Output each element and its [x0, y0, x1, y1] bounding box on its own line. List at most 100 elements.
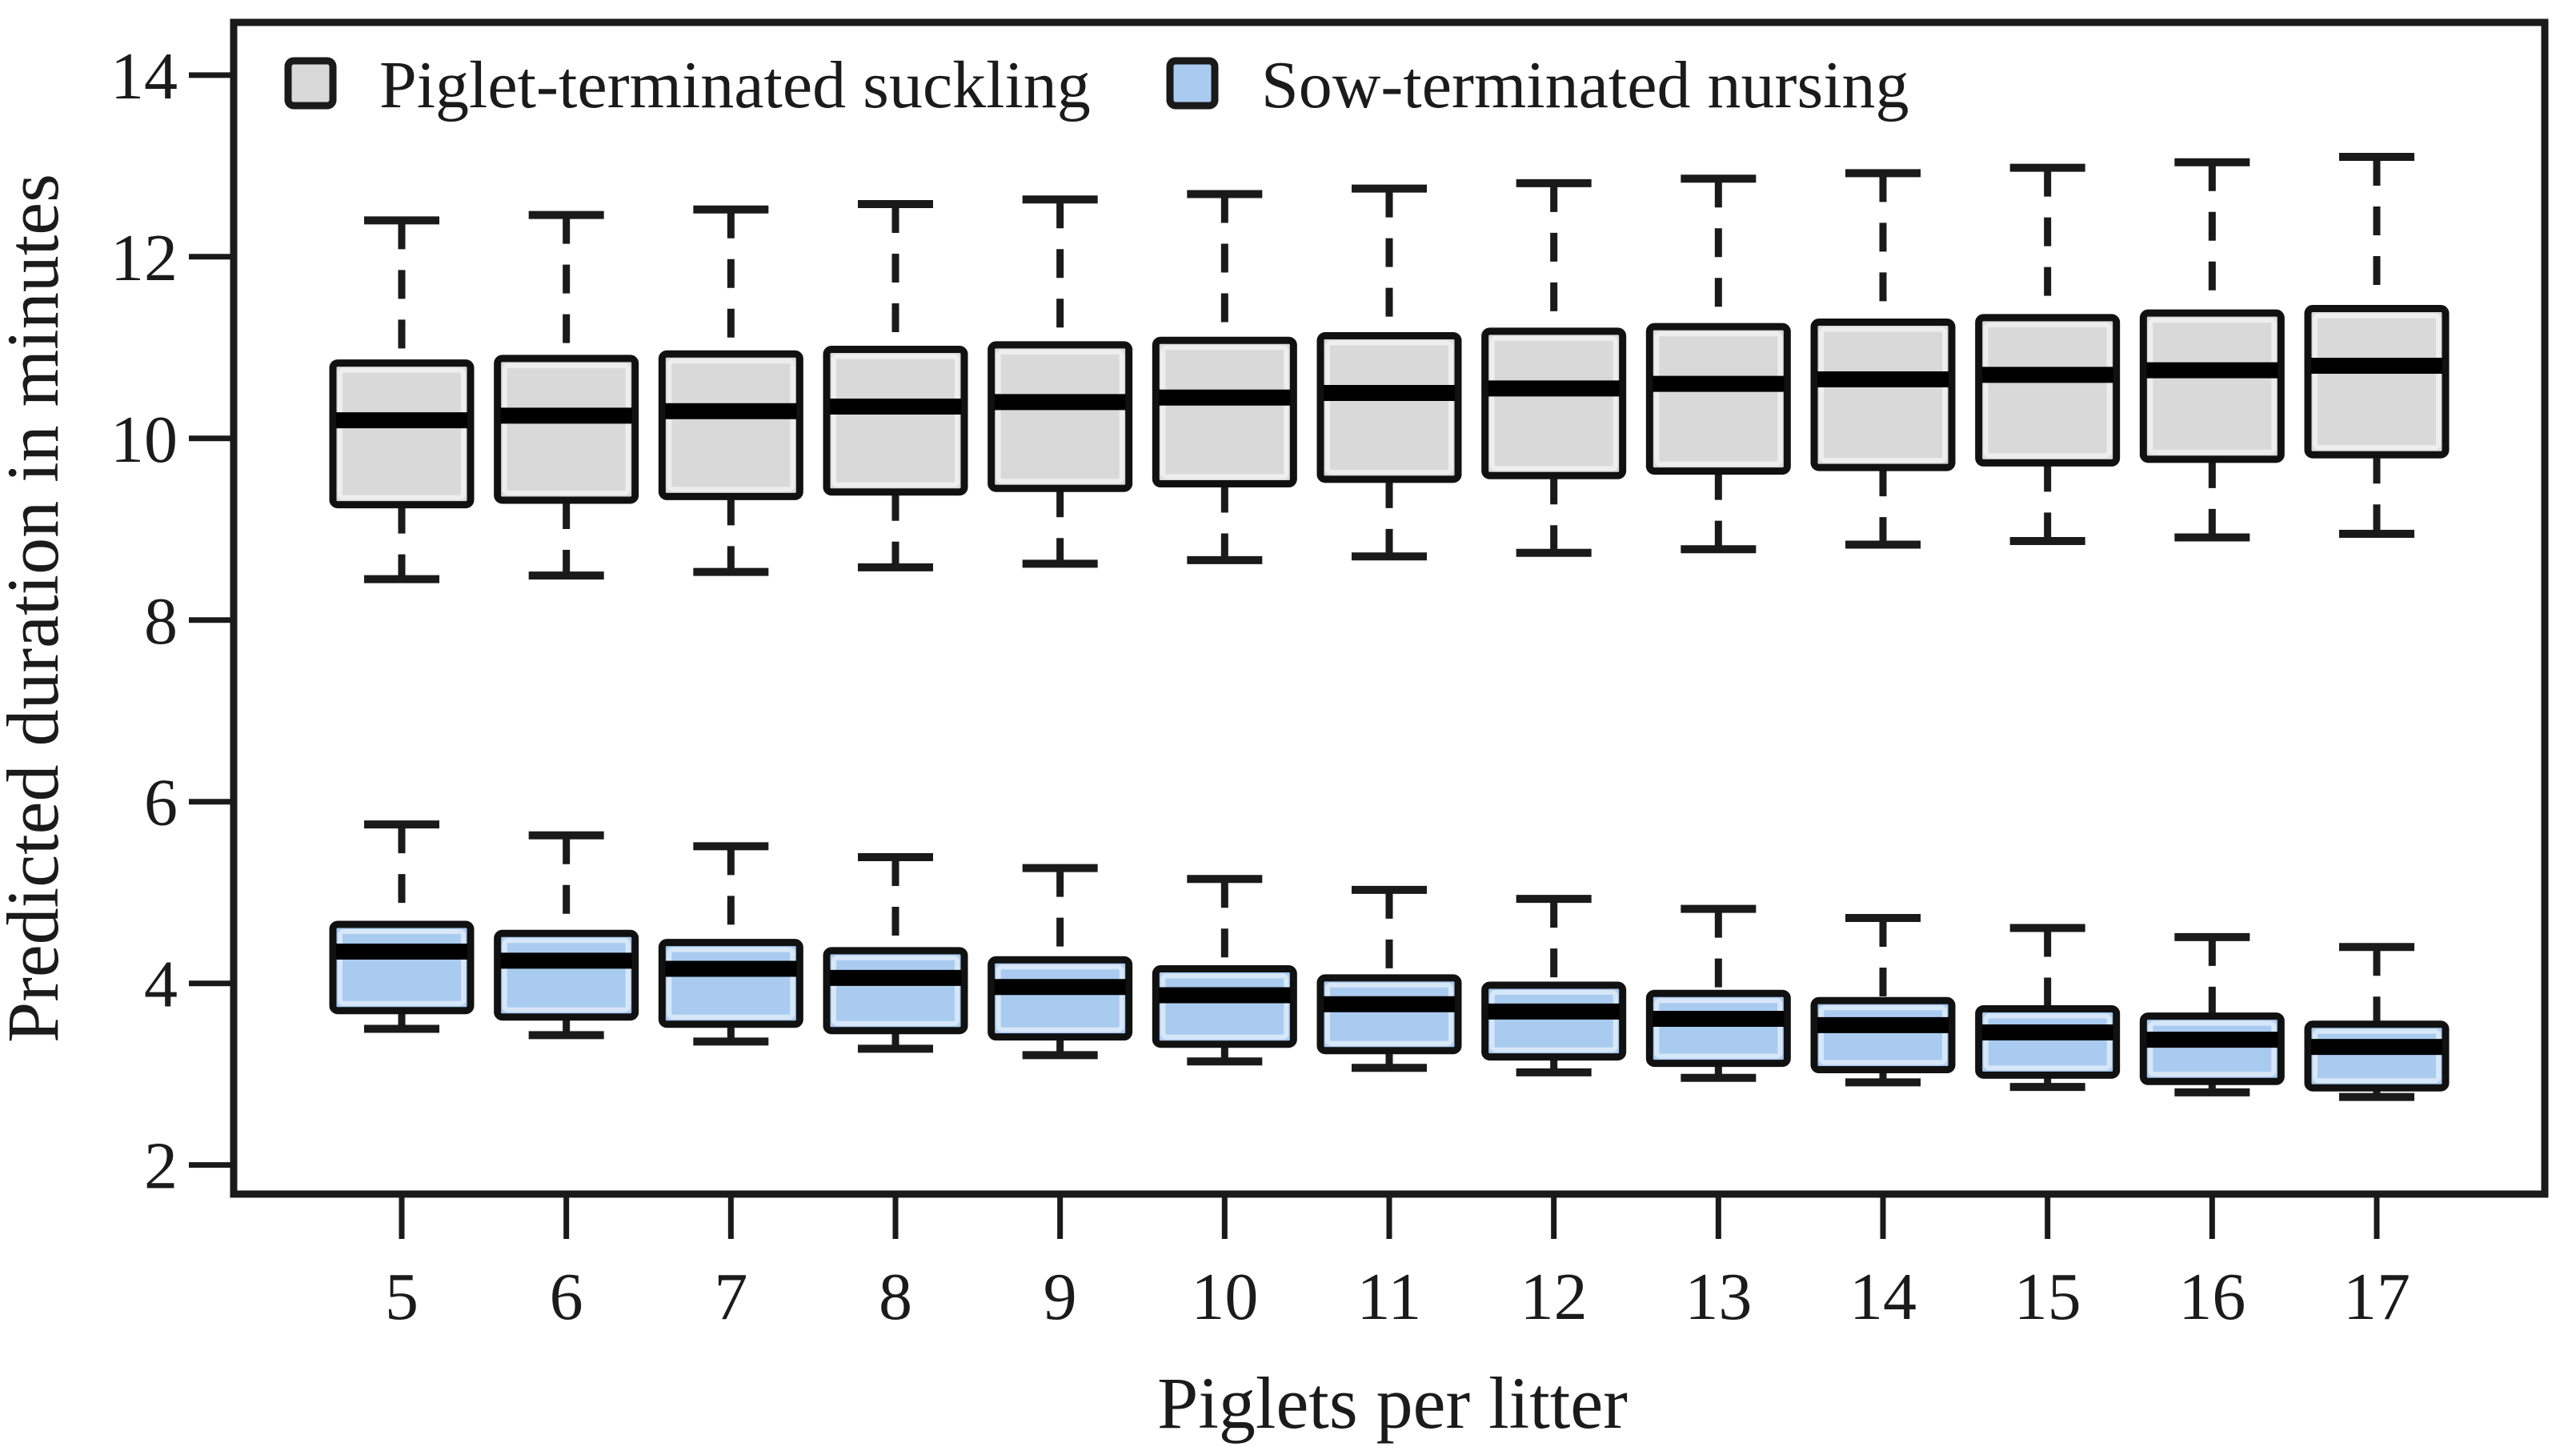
box-sow-terminated-litter-7 [658, 842, 803, 1046]
box-bevel [1160, 973, 1289, 1040]
box-bevel [338, 928, 466, 1006]
box-sow-terminated-litter-12 [1481, 895, 1627, 1076]
box-bevel [1983, 322, 2112, 459]
iqr-box [1152, 965, 1297, 1048]
box-piglet-terminated-litter-16 [2139, 158, 2285, 542]
y-tick-label: 4 [144, 948, 178, 1022]
y-tick-label: 6 [144, 766, 178, 840]
box-sow-terminated-litter-17 [2304, 943, 2450, 1101]
box-piglet-terminated-litter-7 [658, 205, 803, 576]
x-axis-title: Piglets per litter [1157, 1362, 1628, 1444]
box-piglet-terminated-litter-8 [823, 199, 968, 571]
iqr-box [823, 346, 968, 496]
box-sow-terminated-litter-14 [1810, 913, 1956, 1087]
x-tick-label: 7 [714, 1260, 747, 1334]
box-bevel [502, 363, 631, 495]
box-sow-terminated-litter-9 [988, 864, 1133, 1060]
iqr-box [1316, 332, 1462, 483]
box-sow-terminated-litter-13 [1645, 904, 1791, 1082]
x-tick-label: 5 [385, 1260, 419, 1334]
legend-label-sow-terminated: Sow-terminated nursing [1261, 48, 1909, 122]
iqr-box [2304, 304, 2450, 459]
x-tick-label: 13 [1685, 1260, 1752, 1334]
box-bevel [338, 367, 466, 500]
iqr-box [823, 947, 968, 1035]
iqr-box [1810, 996, 1956, 1074]
box-bevel [1489, 989, 1618, 1052]
box-bevel [667, 947, 795, 1020]
box-piglet-terminated-litter-10 [1152, 190, 1297, 564]
box-piglet-terminated-litter-5 [329, 216, 475, 583]
y-tick-label: 10 [110, 403, 178, 477]
x-axis-ticks: 5 6 7 8 9 10 11 12 13 14 15 16 17 [385, 1194, 2410, 1334]
iqr-box [494, 355, 639, 504]
iqr-box [329, 920, 475, 1015]
box-piglet-terminated-litter-13 [1645, 174, 1791, 554]
y-tick-label: 2 [144, 1129, 178, 1204]
box-piglet-terminated-litter-14 [1810, 169, 1956, 549]
iqr-box [2139, 309, 2285, 463]
box-piglet-terminated-litter-12 [1481, 178, 1627, 557]
box-bevel [1654, 998, 1783, 1059]
box-sow-terminated-litter-10 [1152, 875, 1297, 1066]
iqr-box [494, 929, 639, 1021]
box-bevel [1325, 982, 1453, 1046]
x-tick-label: 12 [1520, 1260, 1588, 1334]
box-piglet-terminated-litter-6 [494, 210, 639, 580]
box-sow-terminated-litter-6 [494, 831, 639, 1040]
box-bevel [1160, 345, 1289, 479]
legend-swatch-piglet-terminated-icon [284, 57, 337, 110]
iqr-box [1316, 974, 1462, 1055]
x-tick-label: 6 [550, 1260, 583, 1334]
iqr-box [658, 939, 803, 1028]
box-sow-terminated-litter-8 [823, 852, 968, 1053]
box-piglet-terminated-litter-11 [1316, 184, 1462, 561]
x-tick-label: 9 [1044, 1260, 1077, 1334]
plot-layer: 2 4 6 8 10 12 14 5 6 7 8 9 10 11 12 13 14 15 16 17 [110, 39, 2450, 1334]
x-tick-label: 16 [2178, 1260, 2245, 1334]
iqr-box [2139, 1012, 2285, 1085]
iqr-box [1975, 1004, 2121, 1079]
series-sow-terminated [329, 820, 2450, 1101]
box-bevel [1325, 340, 1453, 475]
x-tick-label: 10 [1191, 1260, 1258, 1334]
box-bevel [2313, 1028, 2441, 1084]
legend-swatch-sow-terminated-icon [1166, 57, 1219, 110]
x-tick-label: 15 [2014, 1260, 2081, 1334]
x-tick-label: 8 [879, 1260, 912, 1334]
box-bevel [2313, 313, 2441, 451]
box-sow-terminated-litter-15 [1975, 924, 2121, 1092]
iqr-box [658, 350, 803, 500]
y-axis-ticks: 2 4 6 8 10 12 14 [110, 39, 234, 1204]
box-sow-terminated-litter-16 [2139, 932, 2285, 1096]
y-axis-title: Predicted duration in minutes [0, 174, 74, 1043]
iqr-box [988, 956, 1133, 1041]
iqr-box [1481, 981, 1627, 1061]
y-tick-label: 12 [110, 221, 178, 295]
x-tick-label: 11 [1357, 1260, 1422, 1334]
legend: Piglet-terminated suckling Sow-terminate… [284, 48, 1909, 122]
iqr-box [1152, 336, 1297, 488]
iqr-box [1975, 314, 2121, 467]
iqr-box [1810, 319, 1956, 471]
iqr-box [1481, 327, 1627, 479]
box-bevel [1654, 331, 1783, 467]
x-tick-label: 14 [1849, 1260, 1917, 1334]
box-bevel [1819, 1005, 1947, 1065]
box-sow-terminated-litter-5 [329, 820, 475, 1033]
box-bevel [831, 354, 959, 487]
box-piglet-terminated-litter-17 [2304, 152, 2450, 538]
x-tick-label: 17 [2343, 1260, 2410, 1334]
y-tick-label: 8 [144, 584, 178, 659]
iqr-box [1645, 323, 1791, 475]
box-bevel [996, 964, 1124, 1032]
box-bevel [996, 349, 1124, 484]
iqr-box [988, 341, 1133, 492]
legend-label-piglet-terminated: Piglet-terminated suckling [379, 48, 1091, 122]
box-piglet-terminated-litter-9 [988, 195, 1133, 568]
series-piglet-terminated [329, 152, 2450, 583]
box-bevel [831, 955, 959, 1026]
box-bevel [1983, 1013, 2112, 1071]
